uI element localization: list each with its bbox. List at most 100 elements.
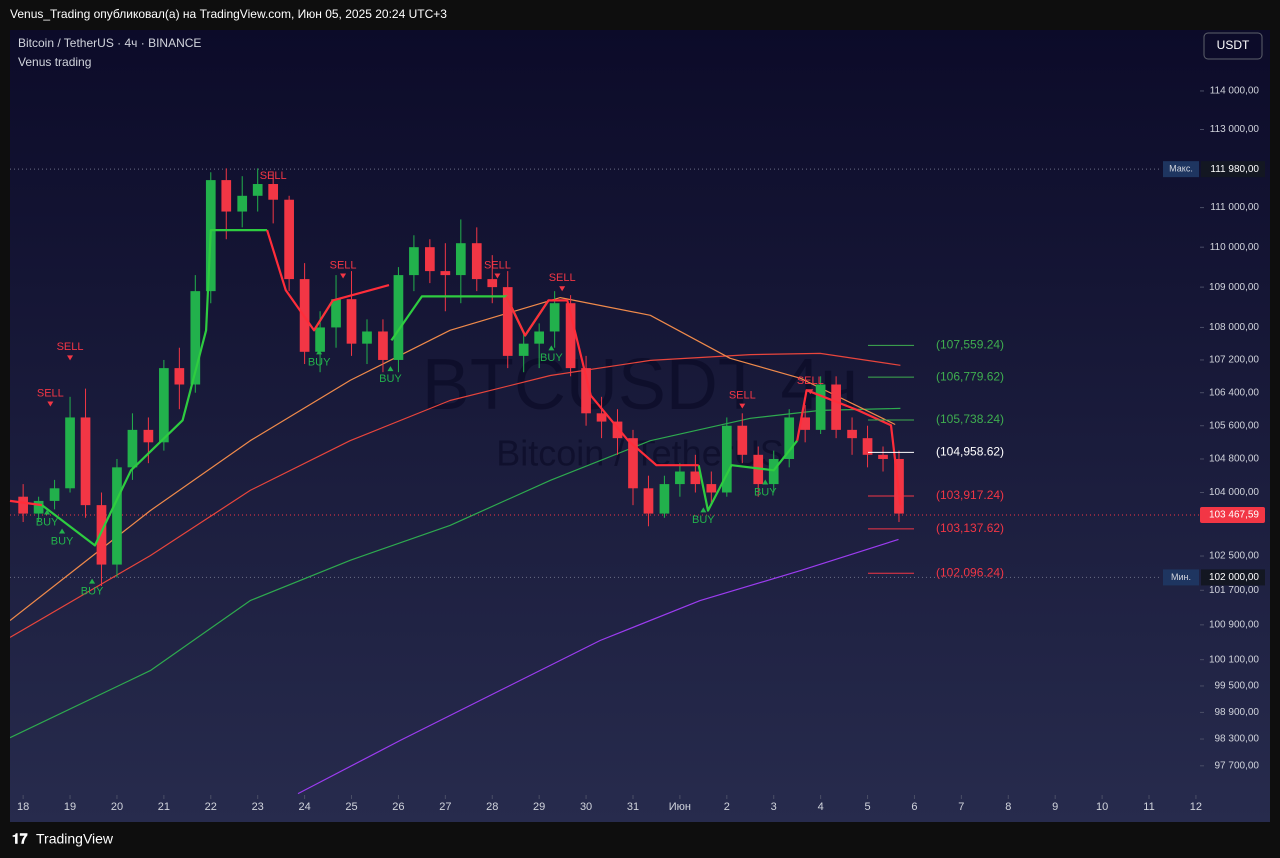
signal-arrow (316, 349, 323, 355)
candle-body (331, 299, 341, 328)
y-tick-label: 97 700,00 (1215, 760, 1260, 771)
candle-body (487, 279, 498, 288)
marker-value: 111 980,00 (1210, 164, 1259, 175)
candle-body (721, 425, 732, 493)
level-label: (103,917.24) (936, 488, 1004, 502)
y-tick-label: 101 700,00 (1209, 585, 1259, 596)
signal-arrow (739, 403, 746, 409)
last-price-box (1200, 506, 1265, 523)
signal-arrow (700, 507, 707, 513)
candle-body (518, 343, 529, 356)
candle-body (96, 505, 107, 565)
level-label: (105,738.24) (936, 412, 1004, 426)
x-tick-label: 5 (864, 801, 870, 813)
x-tick-label: 27 (439, 801, 451, 813)
candle-body (393, 275, 404, 360)
currency-button[interactable] (1203, 32, 1263, 60)
x-tick-label: 24 (298, 801, 310, 813)
candle-body (65, 417, 75, 489)
level-label: (103,137.62) (936, 521, 1004, 535)
y-tick-label: 107 200,00 (1209, 355, 1259, 366)
x-tick-label: 8 (1005, 801, 1011, 813)
candle-body (628, 438, 638, 489)
chart-title: Bitcoin / TetherUS · 4ч · BINANCE (18, 36, 201, 50)
level-label: (107,559.24) (936, 337, 1004, 351)
candle-body (502, 287, 513, 356)
y-tick-label: 104 800,00 (1209, 454, 1259, 465)
candle-body (847, 429, 857, 439)
candle-body (565, 303, 576, 369)
header-text: Venus_Trading опубликовал(а) на TradingV… (10, 7, 447, 21)
axes: 18 19 20 21 22 23 24 25 26 27 28 29 30 31 Июн 2 3 4 5 6 7 8 9 1… (10, 86, 1259, 813)
signal-arrow (47, 401, 54, 407)
signal-arrow (762, 479, 769, 485)
y-tick-label: 111 000,00 (1210, 202, 1259, 213)
x-tick-label: 2 (724, 801, 730, 813)
candle-body (784, 417, 795, 459)
y-tick-label: 109 000,00 (1209, 282, 1259, 293)
candle-body (659, 484, 670, 514)
level-label: (102,096.24) (936, 565, 1004, 579)
signal-label: SELL (729, 389, 756, 401)
x-tick-label: 3 (771, 801, 777, 813)
moving-average (297, 538, 899, 795)
marker-value-box (1201, 569, 1265, 586)
candle-body (643, 488, 654, 514)
signal-arrow (270, 184, 277, 190)
candle-body (690, 471, 701, 485)
level-label: (104,958.62) (936, 445, 1004, 459)
candle-body (237, 195, 248, 212)
candle-body (612, 421, 623, 439)
candle-body (534, 331, 545, 344)
candle-body (252, 184, 263, 196)
y-tick-label: 110 000,00 (1210, 242, 1260, 253)
candle-body (362, 331, 372, 344)
watermark: BTCUSDT 4ч (422, 345, 858, 425)
x-tick-label: 20 (111, 801, 123, 813)
y-tick-label: 106 400,00 (1209, 387, 1259, 398)
signal-arrow (340, 273, 347, 279)
marker-tag: Мин. (1171, 572, 1191, 582)
x-tick-label: 11 (1143, 801, 1154, 813)
candle-body (815, 384, 826, 430)
candle-body (127, 429, 138, 468)
candle-body (143, 429, 154, 443)
moving-average (10, 352, 901, 638)
candles (18, 168, 904, 587)
candle-body (268, 184, 279, 200)
tv-logo: 𝟏𝟕 (12, 831, 28, 847)
x-tick-label: 31 (627, 801, 639, 813)
x-tick-label: 12 (1190, 801, 1202, 813)
candle-body (549, 303, 560, 332)
x-tick-label: 21 (158, 801, 170, 813)
signal-label: SELL (484, 259, 511, 271)
signal-arrow (44, 509, 51, 515)
candle-body (159, 368, 169, 443)
x-tick-label: 6 (911, 801, 917, 813)
candle-body (440, 271, 451, 276)
signal-arrow (67, 355, 74, 361)
candle-body (315, 327, 325, 352)
x-tick-label: 4 (818, 801, 824, 813)
candle-body (33, 500, 44, 514)
candle-body (455, 243, 466, 276)
indicator-lines (10, 297, 901, 795)
signal-label: BUY (379, 373, 402, 385)
candle-body (190, 291, 201, 385)
signal-label: BUY (36, 516, 59, 528)
marker-tag-box (1163, 569, 1199, 586)
x-tick-label: 18 (17, 801, 29, 813)
x-tick-label: Июн (669, 801, 691, 813)
signal-label: BUY (308, 356, 331, 368)
currency-label[interactable]: USDT (1217, 38, 1250, 52)
x-tick-label: 29 (533, 801, 545, 813)
candle-body (346, 299, 357, 344)
y-tick-label: 114 000,00 (1210, 86, 1260, 97)
signal-label: BUY (692, 514, 715, 526)
candle-body (49, 488, 60, 501)
candle-body (581, 368, 591, 414)
x-tick-label: 30 (580, 801, 592, 813)
x-tick-label: 22 (205, 801, 217, 813)
y-tick-label: 98 900,00 (1215, 707, 1260, 718)
